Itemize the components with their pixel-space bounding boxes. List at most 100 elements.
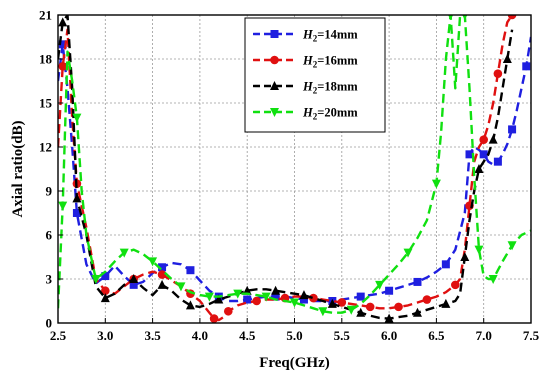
data-point xyxy=(488,134,498,144)
legend-label-prefix: H xyxy=(302,80,314,94)
data-point xyxy=(318,307,328,317)
data-point xyxy=(58,17,68,27)
x-tick-label: 4.5 xyxy=(239,328,256,343)
legend-label-prefix: H xyxy=(302,106,314,120)
legend-item: H2=14mm xyxy=(253,28,358,44)
data-point xyxy=(101,272,110,281)
y-tick-label: 12 xyxy=(39,140,52,155)
data-point xyxy=(58,40,67,49)
data-point xyxy=(299,295,308,304)
data-point xyxy=(185,300,195,310)
data-point xyxy=(158,263,167,272)
series-3 xyxy=(58,15,514,323)
legend-label-subscript: 2 xyxy=(313,112,318,122)
data-point xyxy=(337,298,347,307)
data-point xyxy=(508,125,517,134)
legend-label-subscript: 2 xyxy=(313,34,318,44)
x-tick-label: 3.0 xyxy=(97,328,113,343)
legend-label-prefix: H xyxy=(302,28,314,42)
x-tick-label: 6.5 xyxy=(428,328,445,343)
data-point xyxy=(100,293,110,303)
data-point xyxy=(209,314,219,323)
legend-item: H2=18mm xyxy=(253,80,358,96)
data-point xyxy=(431,179,441,189)
data-point xyxy=(129,280,138,289)
data-point xyxy=(375,280,385,290)
legend-item: H2=16mm xyxy=(253,54,358,70)
x-axis-title: Freq(GHz) xyxy=(259,355,330,371)
data-point xyxy=(242,285,252,295)
data-point xyxy=(91,275,101,284)
x-tick-label: 2.5 xyxy=(50,328,67,343)
legend-label-suffix: =18mm xyxy=(317,80,358,94)
legend-label: H2=16mm xyxy=(302,54,358,70)
data-point xyxy=(157,279,167,289)
y-tick-label: 15 xyxy=(39,96,53,111)
data-point xyxy=(365,302,375,312)
legend-marker xyxy=(270,55,279,65)
data-point xyxy=(522,62,531,71)
data-point xyxy=(223,306,233,316)
data-point xyxy=(204,292,214,302)
data-point xyxy=(394,302,403,312)
data-point xyxy=(507,15,517,20)
data-point xyxy=(493,157,502,166)
y-tick-label: 18 xyxy=(39,52,53,67)
x-tick-label: 5.5 xyxy=(334,328,351,343)
data-point xyxy=(493,69,503,78)
data-point xyxy=(309,293,318,303)
data-point xyxy=(385,286,394,295)
y-tick-label: 21 xyxy=(39,8,52,23)
x-tick-label: 3.5 xyxy=(144,328,161,343)
data-point xyxy=(413,277,422,286)
legend-label-suffix: =14mm xyxy=(317,28,358,42)
y-tick-label: 6 xyxy=(46,228,53,243)
data-point xyxy=(58,201,68,211)
data-point xyxy=(474,245,484,255)
data-point xyxy=(451,280,460,290)
data-point xyxy=(441,260,450,269)
legend-label: H2=18mm xyxy=(302,80,358,96)
data-point xyxy=(72,193,82,203)
series-line xyxy=(58,15,514,320)
data-point xyxy=(403,248,413,258)
legend-label-suffix: =16mm xyxy=(317,54,358,68)
data-point xyxy=(186,266,195,275)
data-point xyxy=(502,54,512,63)
y-tick-label: 3 xyxy=(46,272,53,287)
x-tick-label: 6.0 xyxy=(381,328,397,343)
data-point xyxy=(299,290,309,300)
data-point xyxy=(243,295,252,304)
data-point xyxy=(488,275,498,284)
legend-item: H2=20mm xyxy=(253,106,358,122)
data-point xyxy=(412,307,422,317)
y-axis-title: Axial ratio(dB) xyxy=(10,120,26,217)
legend-label-prefix: H xyxy=(302,54,314,68)
x-tick-label: 4.0 xyxy=(192,328,208,343)
data-point xyxy=(346,305,356,315)
data-point xyxy=(507,241,517,251)
data-point xyxy=(72,209,81,217)
data-point xyxy=(460,252,470,261)
data-point xyxy=(176,282,186,292)
data-point xyxy=(72,113,82,123)
legend-marker xyxy=(270,81,279,90)
data-point xyxy=(148,257,158,267)
series-layer xyxy=(58,15,531,323)
data-point xyxy=(479,150,488,159)
legend-marker xyxy=(270,30,279,38)
series-4 xyxy=(58,15,531,317)
y-tick-label: 9 xyxy=(46,184,53,199)
axis-ticks: 2.5 3.0 3.5 4.0 4.5 5.0 5.5 6.0 6.5 7.0 7.5 0 3 6 9 12 1… xyxy=(39,8,540,344)
data-point xyxy=(101,286,110,296)
data-point xyxy=(356,292,365,301)
data-point xyxy=(157,270,167,279)
data-point xyxy=(261,292,271,302)
data-point xyxy=(214,294,224,304)
legend-label: H2=14mm xyxy=(302,28,358,44)
data-point xyxy=(58,62,68,71)
legend-label-subscript: 2 xyxy=(313,60,318,70)
data-point xyxy=(474,164,484,173)
